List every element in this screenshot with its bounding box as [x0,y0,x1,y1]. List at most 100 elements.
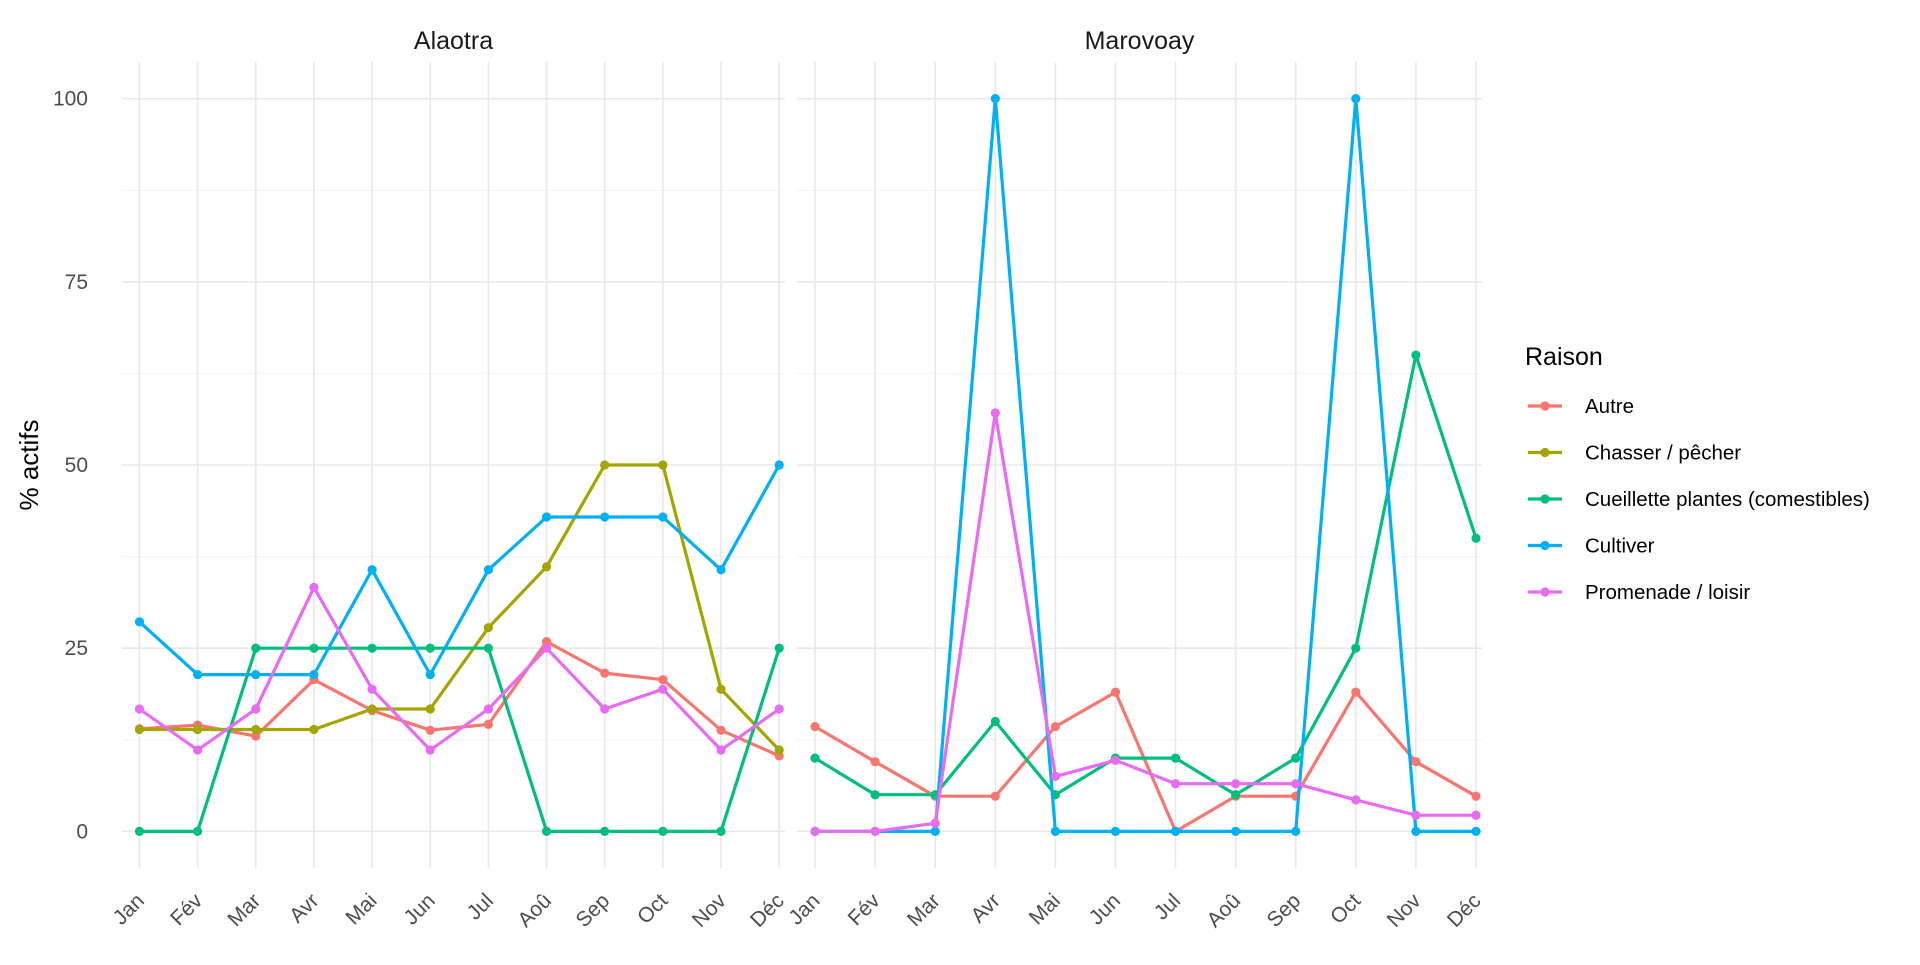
data-point [367,704,377,714]
data-point [309,724,319,735]
legend-item-label: Promenade / loisir [1585,581,1750,604]
data-point [425,745,435,755]
x-tick-label: Sep [572,889,615,932]
data-point [716,745,726,755]
y-tick-label: 100 [53,88,88,111]
data-point [658,684,668,694]
panel-title: Alaotra [414,27,493,55]
data-point [134,617,145,627]
data-point [251,704,261,714]
legend-swatch-point [1540,447,1550,458]
data-point [1411,350,1421,360]
x-tick-label: Avr [967,889,1005,927]
x-tick-label: Jul [1150,889,1185,924]
x-tick-label: Fév [844,889,885,930]
x-tick-label: Déc [1443,889,1486,932]
x-tick-label: Avr [285,889,323,927]
data-point [483,565,493,575]
data-point [1351,94,1361,104]
data-point [193,826,203,836]
x-tick-label: Oct [1326,889,1365,928]
data-point [251,643,261,653]
legend-title: Raison [1525,343,1603,371]
legend-swatch-point [1540,587,1550,597]
data-point [541,826,552,836]
x-tick-label: Nov [1383,889,1426,932]
data-point [1110,755,1121,765]
data-point [1291,826,1301,836]
data-point [600,704,610,714]
data-point [541,562,552,572]
data-point [193,724,203,735]
legend-item: Cultiver [1528,535,1655,558]
x-tick-label: Mai [1025,889,1065,929]
data-point [1170,826,1181,836]
data-point [134,826,145,836]
y-tick-label: 0 [76,820,88,843]
data-point [990,94,1000,104]
legend-item-label: Chasser / pêcher [1585,442,1741,465]
data-point [774,704,784,714]
data-point [309,669,319,680]
legend-item-label: Cultiver [1585,535,1655,558]
legend-swatch-point [1540,540,1550,551]
x-tick-label: Jan [784,889,824,929]
data-point [1050,771,1060,782]
x-tick-label: Sep [1263,889,1306,932]
x-tick-label: Mar [223,889,265,931]
data-point [1170,779,1181,789]
x-tick-label: Jul [463,889,498,924]
data-point [1050,721,1060,732]
data-point [600,826,610,836]
series-line [813,96,1478,834]
data-point [870,790,880,800]
data-point [716,565,726,575]
x-tick-label: Jun [400,889,440,929]
data-point [425,725,435,735]
data-point [600,512,610,522]
data-point [251,724,261,735]
data-point [425,669,435,680]
panel-0: Alaotra Jan Fév Mar Avr Mai Jun Jul Aoû Sep Oct Nov… [109,27,789,932]
data-point [870,757,880,767]
data-point [990,791,1000,801]
data-point [134,704,145,714]
y-axis-title: % actifs [14,419,44,510]
data-point [1050,826,1060,836]
data-point [134,724,145,735]
data-point [716,725,726,735]
data-point [658,826,668,836]
data-point [1411,757,1421,767]
x-tick-label: Jan [109,889,149,929]
data-point [930,826,940,836]
data-point [483,719,493,729]
data-point [658,460,668,470]
data-point [251,669,261,680]
data-point [870,826,880,836]
data-point [1471,533,1481,543]
x-tick-label: Mai [341,889,381,929]
series-line [137,646,781,834]
data-point [716,826,726,836]
data-point [309,643,319,653]
series-line [137,585,781,752]
data-point [810,721,820,732]
data-point [658,675,668,685]
data-point [483,643,493,653]
data-point [425,704,435,714]
data-point [774,643,784,653]
x-tick-label: Jun [1085,889,1125,929]
legend-item: Cueillette plantes (comestibles) [1528,488,1870,511]
x-tick-label: Aoû [513,889,556,932]
y-tick-label: 75 [65,271,88,294]
data-point [1231,790,1241,800]
panel-1: Marovoay Jan Fév Mar Avr Mai Jun Jul Aoû Sep Oct No… [784,27,1485,932]
data-point [193,669,203,680]
data-point [1291,753,1301,763]
data-point [658,512,668,522]
y-tick-label: 50 [65,454,88,477]
data-point [716,684,726,694]
legend-swatch-point [1540,401,1550,411]
